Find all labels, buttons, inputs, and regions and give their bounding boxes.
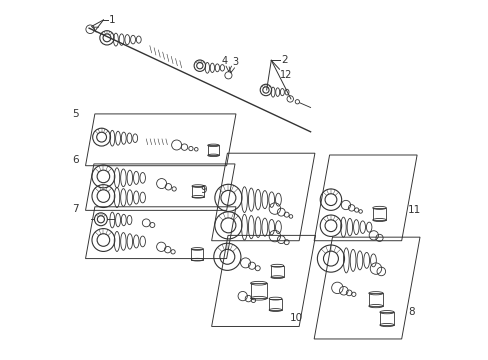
Bar: [192, 186, 203, 197]
Bar: [270, 266, 283, 277]
Text: 6: 6: [72, 156, 79, 165]
Text: 2: 2: [281, 55, 287, 64]
Text: 12: 12: [280, 70, 292, 80]
Bar: [379, 312, 393, 325]
Text: 7: 7: [72, 203, 79, 213]
Text: 1: 1: [108, 15, 115, 25]
Bar: [191, 249, 203, 260]
Bar: [250, 283, 266, 298]
Bar: [268, 298, 282, 310]
Text: 4: 4: [221, 56, 227, 66]
Bar: [368, 293, 382, 306]
Text: 8: 8: [407, 307, 414, 317]
Bar: [207, 145, 219, 156]
Text: 3: 3: [232, 57, 238, 67]
Text: 10: 10: [290, 312, 303, 323]
Bar: [372, 208, 386, 220]
Text: 5: 5: [72, 109, 79, 119]
Text: 11: 11: [407, 205, 421, 215]
Text: 9: 9: [200, 185, 206, 195]
